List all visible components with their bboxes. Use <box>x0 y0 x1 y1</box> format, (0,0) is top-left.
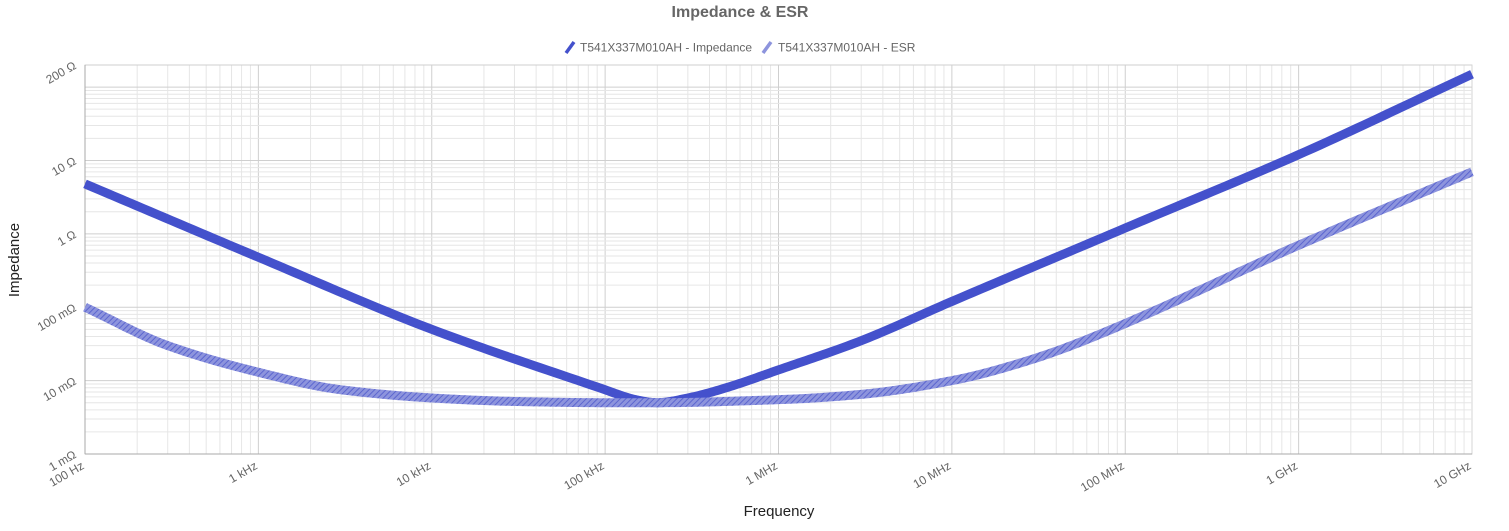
y-axis-title: Impedance <box>6 223 23 297</box>
chart-title: Impedance & ESR <box>672 4 809 21</box>
x-tick-label: 10 kHz <box>394 458 433 489</box>
legend-swatch-esr <box>761 40 773 55</box>
legend-label-impedance: T541X337M010AH - Impedance <box>580 41 752 55</box>
series-group <box>83 70 1474 408</box>
x-tick-label: 1 GHz <box>1264 458 1300 487</box>
y-tick-label: 10 Ω <box>49 154 78 179</box>
y-tick-label: 10 mΩ <box>41 374 79 404</box>
legend-item-impedance[interactable]: T541X337M010AH - Impedance <box>564 40 752 55</box>
series-line-esr[interactable] <box>83 167 1474 408</box>
x-tick-label: 10 MHz <box>911 458 954 491</box>
y-tick-label: 200 Ω <box>44 58 79 86</box>
y-tick-label: 1 Ω <box>55 227 78 249</box>
legend-item-esr[interactable]: T541X337M010AH - ESR <box>761 40 916 55</box>
axes <box>84 65 1472 455</box>
x-tick-label: 1 MHz <box>743 458 780 487</box>
x-tick-label: 10 GHz <box>1431 458 1473 490</box>
grid <box>84 64 1473 455</box>
x-tick-label: 100 MHz <box>1078 458 1127 494</box>
legend-label-esr: T541X337M010AH - ESR <box>778 41 916 55</box>
x-axis-title: Frequency <box>744 503 815 520</box>
legend: T541X337M010AH - Impedance T541X337M010A… <box>564 40 916 55</box>
x-tick-label: 1 kHz <box>226 458 260 485</box>
x-tick-label: 100 kHz <box>561 458 606 492</box>
x-tick-labels: 100 Hz 1 kHz 10 kHz 100 kHz 1 MHz 10 MHz 100 M… <box>47 458 1474 494</box>
series-line-impedance[interactable] <box>83 70 1474 408</box>
legend-swatch-impedance <box>564 40 576 55</box>
y-tick-label: 100 mΩ <box>35 301 79 334</box>
